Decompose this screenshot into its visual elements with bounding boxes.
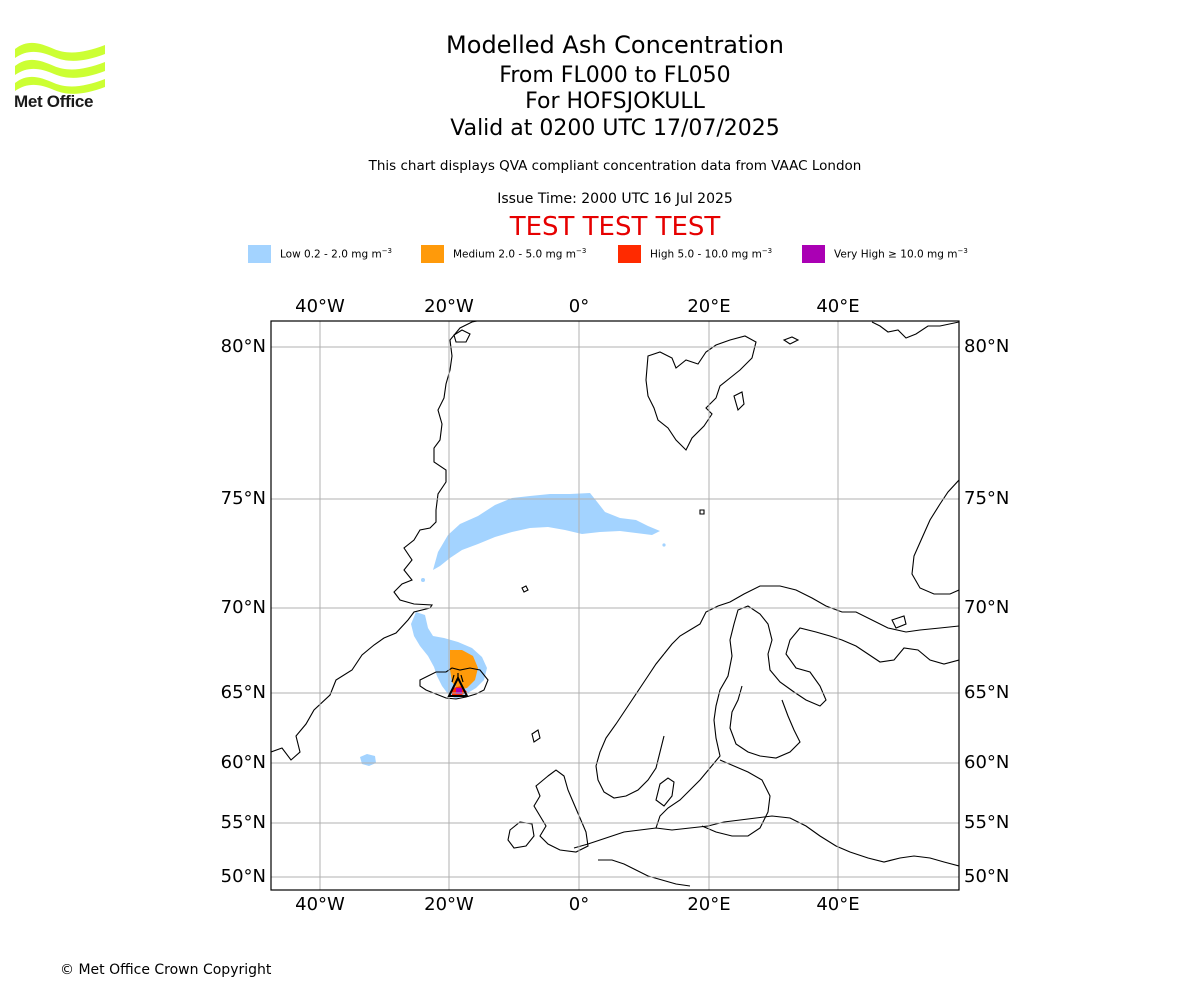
lon-label: 0°: [569, 296, 589, 317]
lat-label: 70°N: [221, 597, 266, 618]
lat-label: 55°N: [221, 812, 266, 833]
legend-label-low: Low 0.2 - 2.0 mg m−3: [280, 247, 393, 261]
coastlines: [271, 321, 959, 887]
flight-levels: From FL000 to FL050: [499, 63, 731, 88]
lon-label: 20°E: [687, 894, 730, 915]
volcano-name: For HOFSJOKULL: [525, 89, 705, 114]
lat-label: 60°N: [964, 752, 1009, 773]
legend-swatch-very-high: [802, 245, 825, 263]
lon-label: 40°E: [816, 296, 859, 317]
lat-label: 60°N: [221, 752, 266, 773]
lon-label: 0°: [569, 894, 589, 915]
met-office-logo: [15, 42, 105, 94]
legend-label-very-high: Very High ≥ 10.0 mg m−3: [834, 247, 968, 261]
issue-time: Issue Time: 2000 UTC 16 Jul 2025: [497, 191, 733, 207]
lat-label: 55°N: [964, 812, 1009, 833]
lon-label: 40°W: [295, 296, 345, 317]
legend-swatch-low: [248, 245, 271, 263]
lat-label: 65°N: [964, 682, 1009, 703]
lon-label: 20°W: [424, 894, 474, 915]
ash-low-concentration: [360, 493, 666, 766]
map-frame: [270, 320, 960, 891]
lat-label: 65°N: [221, 682, 266, 703]
chart-description: This chart displays QVA compliant concen…: [368, 158, 862, 174]
lat-label: 50°N: [221, 866, 266, 887]
graticule: [271, 321, 959, 890]
legend-label-high: High 5.0 - 10.0 mg m−3: [650, 247, 773, 261]
lat-label: 70°N: [964, 597, 1009, 618]
lat-label: 50°N: [964, 866, 1009, 887]
test-banner: TEST TEST TEST: [509, 212, 721, 242]
lat-label: 75°N: [964, 488, 1009, 509]
lon-label: 40°E: [816, 894, 859, 915]
lon-label: 20°E: [687, 296, 730, 317]
lon-label: 40°W: [295, 894, 345, 915]
lon-labels-bottom: 40°W 20°W 0° 20°E 40°E: [295, 894, 859, 915]
lat-labels-left: 80°N 75°N 70°N 65°N 60°N 55°N 50°N: [221, 336, 266, 887]
legend-swatch-high: [618, 245, 641, 263]
logo-text: Met Office: [14, 92, 94, 111]
lat-labels-right: 80°N 75°N 70°N 65°N 60°N 55°N 50°N: [964, 336, 1009, 887]
legend-swatch-medium: [421, 245, 444, 263]
triangle-icon: [447, 673, 469, 697]
lon-labels-top: 40°W 20°W 0° 20°E 40°E: [295, 296, 859, 317]
lat-label: 75°N: [221, 488, 266, 509]
lat-label: 80°N: [964, 336, 1009, 357]
lon-label: 20°W: [424, 296, 474, 317]
copyright: © Met Office Crown Copyright: [60, 962, 272, 978]
valid-time: Valid at 0200 UTC 17/07/2025: [450, 116, 780, 141]
lat-label: 80°N: [221, 336, 266, 357]
concentration-legend: Low 0.2 - 2.0 mg m−3 Medium 2.0 - 5.0 mg…: [0, 244, 1200, 264]
chart-title: Modelled Ash Concentration: [446, 31, 784, 59]
legend-label-medium: Medium 2.0 - 5.0 mg m−3: [453, 247, 587, 261]
